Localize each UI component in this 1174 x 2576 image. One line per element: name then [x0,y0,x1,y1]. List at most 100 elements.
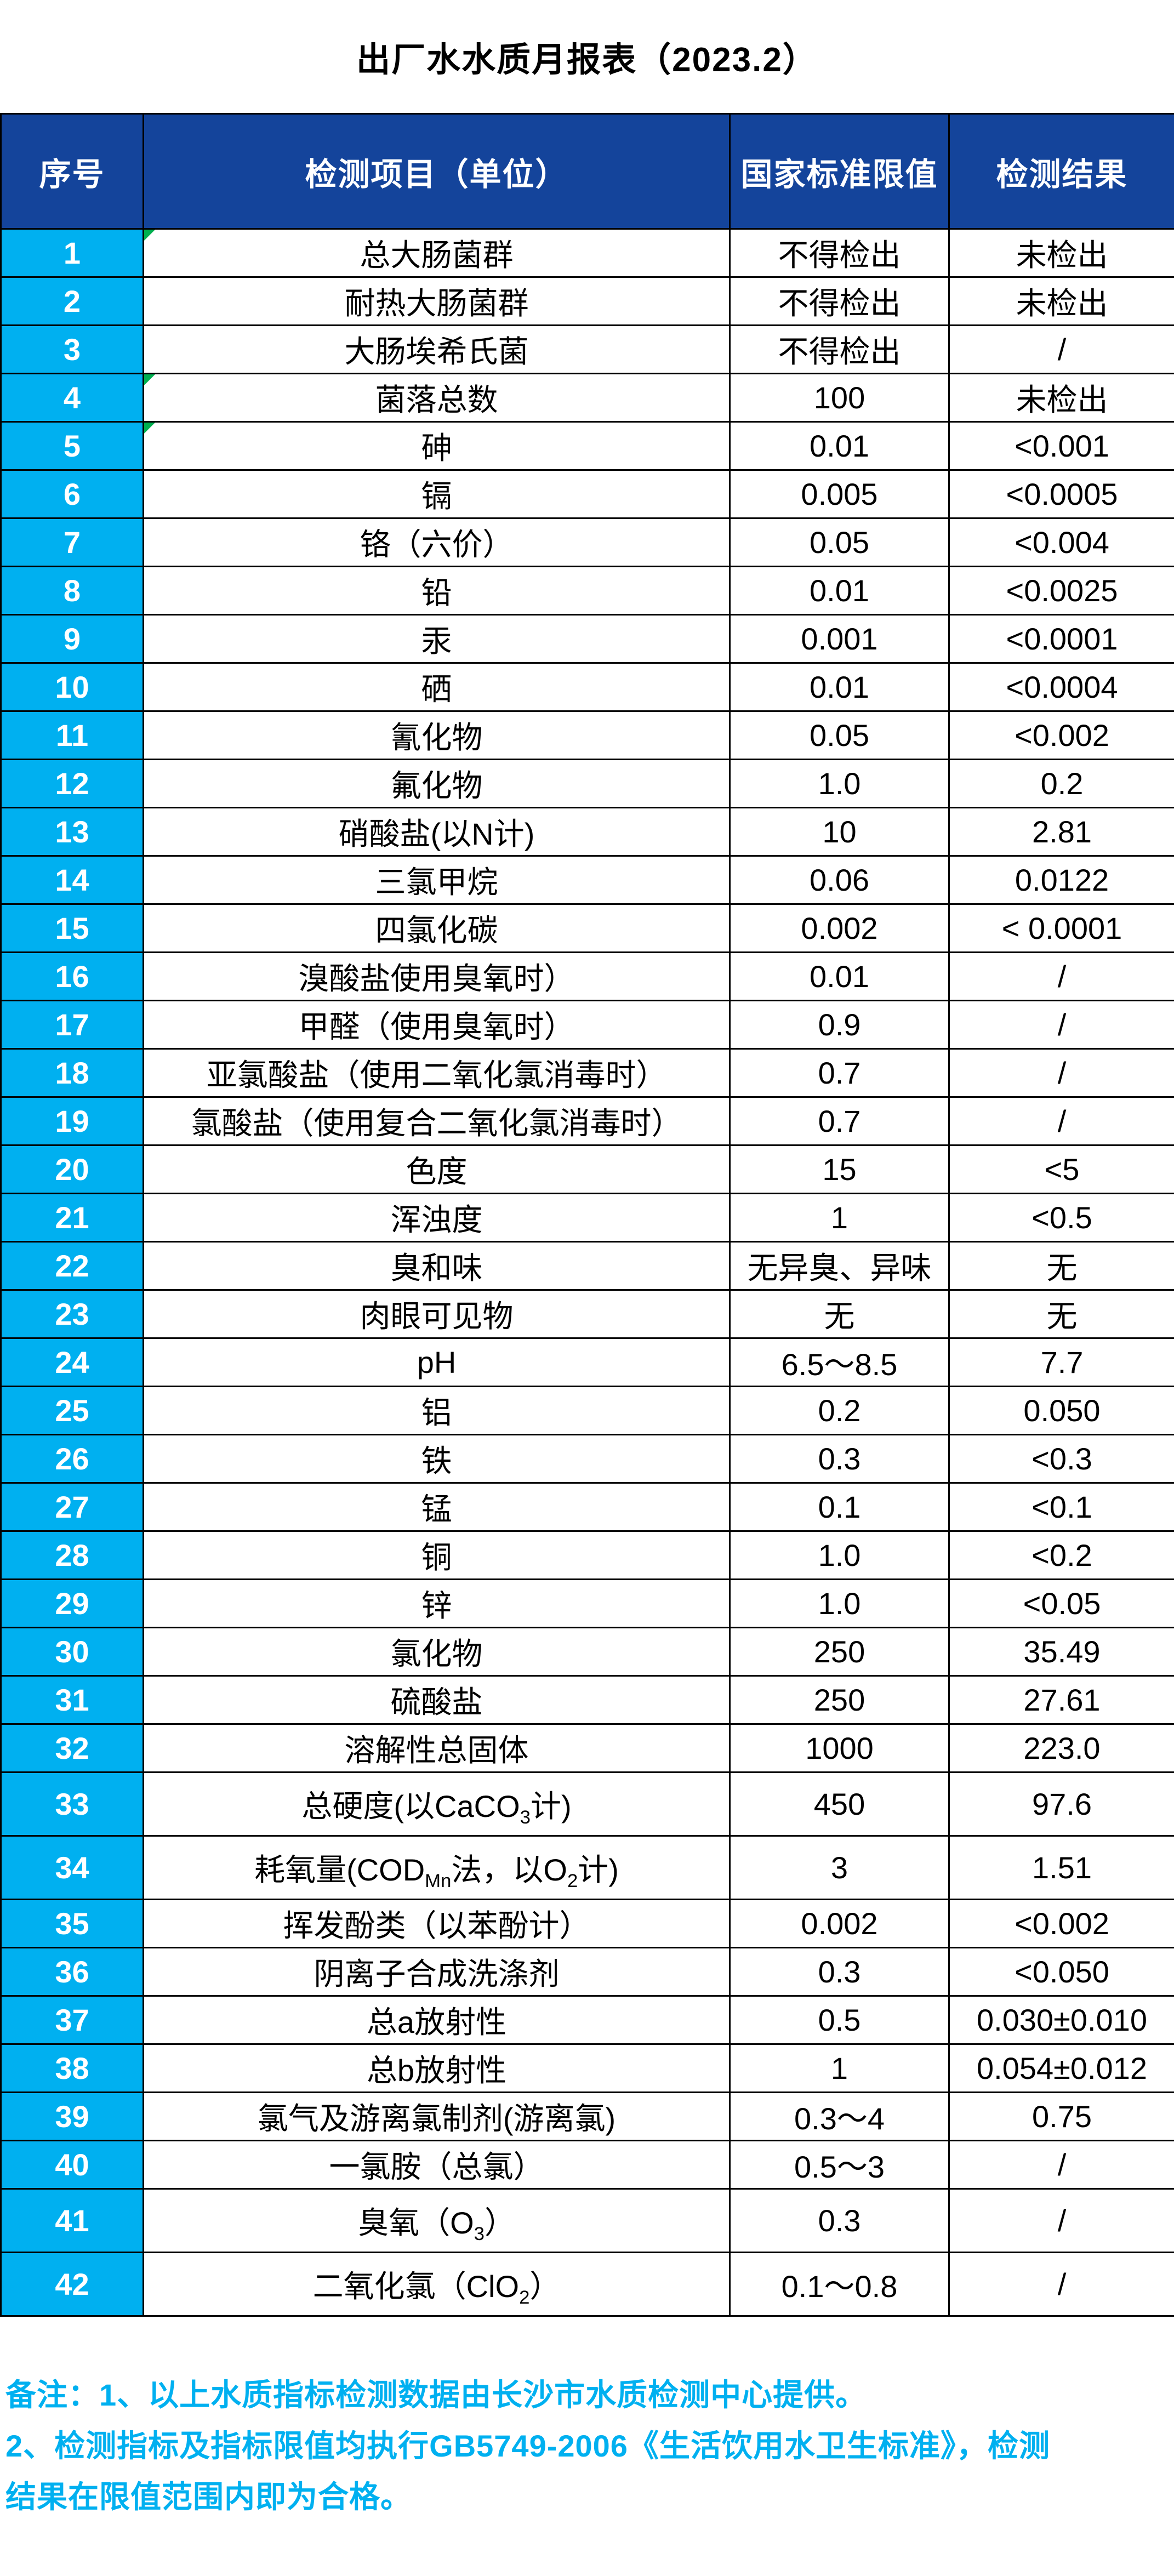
row-number-cell: 30 [0,1627,144,1677]
row-item-cell: 铜 [143,1530,731,1580]
table-row: 30 氯化物 250 35.49 [0,1627,1174,1677]
row-item-cell: 四氯化碳 [143,903,731,953]
row-limit-cell: 0.3 [729,2188,950,2253]
row-result-cell: / [948,951,1174,1001]
row-item-cell: 氰化物 [143,710,731,760]
row-result-cell: 97.6 [948,1771,1174,1837]
row-result-cell: 0.050 [948,1386,1174,1435]
row-result-cell: 未检出 [948,228,1174,278]
row-limit-cell: 0.01 [729,662,950,712]
footnotes: 备注：1、以上水质指标检测数据由长沙市水质检测中心提供。 2、检测指标及指标限值… [0,2369,1174,2522]
row-limit-cell: 450 [729,1771,950,1837]
row-item-cell: 臭氧（O3） [143,2188,731,2253]
row-result-cell: 0.054±0.012 [948,2043,1174,2093]
table-row: 20 色度 15 <5 [0,1144,1174,1194]
row-result-cell: / [948,1000,1174,1050]
table-row: 39 氯气及游离氯制剂(游离氯) 0.3～4 0.75 [0,2091,1174,2141]
row-item-cell: 锰 [143,1482,731,1532]
page-title: 出厂水水质月报表（2023.2） [356,41,818,79]
table-row: 31 硫酸盐 250 27.61 [0,1675,1174,1725]
row-limit-cell: 0.3 [729,1434,950,1484]
row-number-cell: 18 [0,1048,144,1098]
table-row: 12 氟化物 1.0 0.2 [0,759,1174,808]
table-row: 7 铬（六价） 0.05 <0.004 [0,517,1174,567]
row-limit-cell: 0.01 [729,951,950,1001]
row-item-cell: 铬（六价） [143,517,731,567]
row-item-cell: 挥发酚类（以苯酚计） [143,1899,731,1948]
row-limit-cell: 无 [729,1289,950,1339]
row-number-cell: 13 [0,807,144,857]
table-row: 18 亚氯酸盐（使用二氧化氯消毒时） 0.7 / [0,1048,1174,1098]
table-row: 10 硒 0.01 <0.0004 [0,662,1174,712]
row-limit-cell: 0.05 [729,710,950,760]
row-result-cell: / [948,2188,1174,2253]
row-item-cell: 菌落总数 [143,373,731,423]
table-row: 21 浑浊度 1 <0.5 [0,1193,1174,1243]
table-row: 23 肉眼可见物 无 无 [0,1289,1174,1339]
header-item: 检测项目（单位） [143,113,731,230]
row-limit-cell: 1.0 [729,1530,950,1580]
row-result-cell: 0.030±0.010 [948,1995,1174,2045]
row-number-cell: 20 [0,1144,144,1194]
row-limit-cell: 0.01 [729,421,950,471]
row-number-cell: 6 [0,469,144,519]
row-limit-cell: 0.001 [729,614,950,664]
row-result-cell: <0.0001 [948,614,1174,664]
row-item-cell: 肉眼可见物 [143,1289,731,1339]
row-number-cell: 3 [0,324,144,374]
row-limit-cell: 0.01 [729,566,950,615]
row-number-cell: 15 [0,903,144,953]
row-item-cell: 总b放射性 [143,2043,731,2093]
row-result-cell: 未检出 [948,276,1174,326]
row-number-cell: 26 [0,1434,144,1484]
row-item-cell: 二氧化氯（ClO2） [143,2252,731,2317]
row-limit-cell: 0.7 [729,1048,950,1098]
row-number-cell: 19 [0,1096,144,1146]
table-row: 40 一氯胺（总氯） 0.5～3 / [0,2140,1174,2190]
row-number-cell: 4 [0,373,144,423]
row-limit-cell: 1 [729,1193,950,1243]
table-row: 14 三氯甲烷 0.06 0.0122 [0,855,1174,905]
table-row: 9 汞 0.001 <0.0001 [0,614,1174,664]
row-item-cell: 镉 [143,469,731,519]
table-row: 37 总a放射性 0.5 0.030±0.010 [0,1995,1174,2045]
table-row: 29 锌 1.0 <0.05 [0,1578,1174,1628]
row-result-cell: <0.0004 [948,662,1174,712]
row-number-cell: 14 [0,855,144,905]
row-item-cell: pH [143,1337,731,1387]
table-row: 33 总硬度(以CaCO3计) 450 97.6 [0,1771,1174,1837]
table-row: 3 大肠埃希氏菌 不得检出 / [0,324,1174,374]
row-limit-cell: 15 [729,1144,950,1194]
table-row: 4 菌落总数 100 未检出 [0,373,1174,423]
row-limit-cell: 0.002 [729,903,950,953]
row-item-cell: 耐热大肠菌群 [143,276,731,326]
row-number-cell: 23 [0,1289,144,1339]
row-number-cell: 22 [0,1241,144,1291]
table-row: 1 总大肠菌群 不得检出 未检出 [0,228,1174,278]
row-item-cell: 汞 [143,614,731,664]
row-item-cell: 亚氯酸盐（使用二氧化氯消毒时） [143,1048,731,1098]
row-result-cell: 7.7 [948,1337,1174,1387]
row-limit-cell: 0.5～3 [729,2140,950,2190]
row-item-cell: 浑浊度 [143,1193,731,1243]
row-limit-cell: 不得检出 [729,228,950,278]
table-row: 26 铁 0.3 <0.3 [0,1434,1174,1484]
row-limit-cell: 250 [729,1627,950,1677]
row-limit-cell: 不得检出 [729,324,950,374]
table-row: 35 挥发酚类（以苯酚计） 0.002 <0.002 [0,1899,1174,1948]
row-limit-cell: 无异臭、异味 [729,1241,950,1291]
row-limit-cell: 1.0 [729,1578,950,1628]
row-item-cell: 硝酸盐(以N计) [143,807,731,857]
row-item-cell: 阴离子合成洗涤剂 [143,1947,731,1997]
row-item-cell: 硒 [143,662,731,712]
row-result-cell: 35.49 [948,1627,1174,1677]
row-limit-cell: 1000 [729,1723,950,1773]
row-item-cell: 溶解性总固体 [143,1723,731,1773]
row-result-cell: <0.1 [948,1482,1174,1532]
row-item-cell: 色度 [143,1144,731,1194]
row-result-cell: 无 [948,1289,1174,1339]
row-item-cell: 臭和味 [143,1241,731,1291]
row-number-cell: 31 [0,1675,144,1725]
row-item-cell: 铝 [143,1386,731,1435]
table-row: 28 铜 1.0 <0.2 [0,1530,1174,1580]
